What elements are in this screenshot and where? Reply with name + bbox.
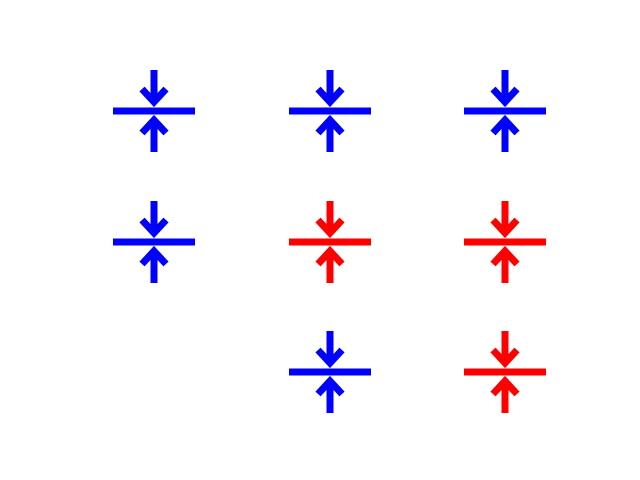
marker-top-head <box>490 86 520 108</box>
marker-top-head <box>315 86 345 108</box>
compress-vertical-icon <box>464 201 546 283</box>
marker-bottom-head <box>139 114 169 136</box>
compress-vertical-icon <box>289 331 371 413</box>
marker-bottom-head <box>315 245 345 267</box>
marker-bottom-head <box>139 245 169 267</box>
marker-top-head <box>315 217 345 239</box>
markers-group <box>113 70 546 413</box>
compress-vertical-icon <box>289 70 371 152</box>
marker-top-head <box>139 217 169 239</box>
marker-top-head <box>490 217 520 239</box>
marker-bottom-head <box>315 114 345 136</box>
compress-vertical-icon <box>464 70 546 152</box>
compress-vertical-icon <box>113 201 195 283</box>
marker-bottom-head <box>490 114 520 136</box>
compress-vertical-icon <box>464 331 546 413</box>
marker-top-head <box>490 347 520 369</box>
marker-bottom-head <box>490 245 520 267</box>
marker-bottom-head <box>490 375 520 397</box>
marker-top-head <box>315 347 345 369</box>
compress-vertical-icon <box>289 201 371 283</box>
marker-top-head <box>139 86 169 108</box>
compress-vertical-icon <box>113 70 195 152</box>
marker-bottom-head <box>315 375 345 397</box>
